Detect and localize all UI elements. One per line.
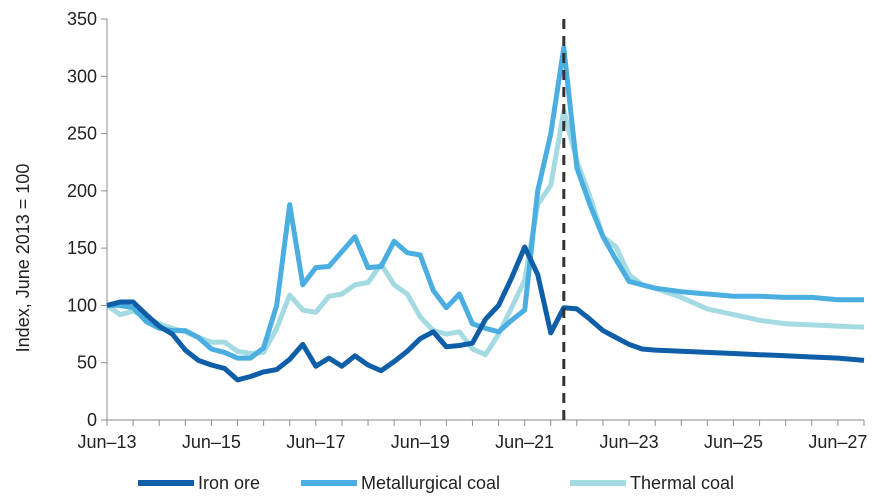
series-group xyxy=(105,45,865,383)
x-axis: Jun–13 Jun–15 Jun–17 Jun–19 Jun–21 Jun–23 Jun–… xyxy=(77,419,867,452)
x-tick-label: Jun–19 xyxy=(391,432,450,452)
y-tick-label: 150 xyxy=(67,238,97,258)
y-tick-label: 200 xyxy=(67,181,97,201)
x-tick-label: Jun–17 xyxy=(286,432,345,452)
legend-label-iron-ore: Iron ore xyxy=(198,473,260,493)
series-line-metallurgical-coal xyxy=(107,45,864,361)
x-tick-label: Jun–15 xyxy=(182,432,241,452)
x-tick-label: Jun–25 xyxy=(704,432,763,452)
legend: Iron ore Metallurgical coal Thermal coal xyxy=(138,473,734,493)
y-axis: 0 50 100 150 200 250 300 350 xyxy=(67,9,108,430)
y-axis-title: Index, June 2013 = 100 xyxy=(13,164,33,353)
y-tick-group: 0 50 100 150 200 250 300 350 xyxy=(67,9,107,430)
y-tick-label: 250 xyxy=(67,124,97,144)
legend-label-metallurgical-coal: Metallurgical coal xyxy=(361,473,500,493)
x-tick-label: Jun–13 xyxy=(77,432,136,452)
x-tick-label: Jun–21 xyxy=(495,432,554,452)
y-tick-label: 300 xyxy=(67,66,97,86)
y-tick-label: 0 xyxy=(87,410,97,430)
legend-label-thermal-coal: Thermal coal xyxy=(630,473,734,493)
series-line-iron-ore xyxy=(106,244,865,383)
y-tick-label: 50 xyxy=(77,353,97,373)
y-tick-label: 350 xyxy=(67,9,97,29)
y-tick-label: 100 xyxy=(67,295,97,315)
x-tick-label: Jun–23 xyxy=(600,432,659,452)
x-tick-label: Jun–27 xyxy=(808,432,867,452)
x-tick-group: Jun–13 Jun–15 Jun–17 Jun–19 Jun–21 Jun–23 Jun–… xyxy=(77,420,867,452)
